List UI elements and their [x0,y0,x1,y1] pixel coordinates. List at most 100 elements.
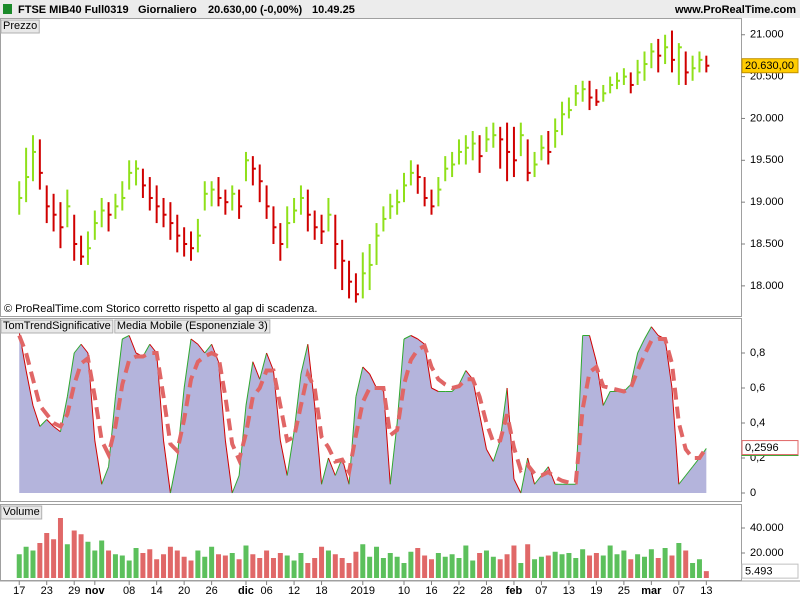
volume-bar [655,558,661,578]
indicator-edge [286,431,295,476]
volume-bar [648,549,654,578]
volume-bar [181,556,187,578]
indicator-edge [122,335,130,340]
x-tick-label: mar [641,585,662,597]
volume-bar [573,558,579,578]
volume-bar [470,560,476,578]
indicator-edge [266,352,274,371]
y-tick-label: 0,8 [750,347,765,359]
x-tick-label: 06 [260,585,272,597]
indicator-edge [321,457,329,485]
volume-bar [243,545,249,578]
indicator-edge [169,457,178,494]
volume-bar [64,544,70,578]
indicator-edge [492,440,501,462]
last-value-label: 5.493 [745,566,773,578]
indicator-edge [513,478,522,494]
y-tick-label: 19.500 [750,154,784,166]
volume-bar [92,550,98,578]
volume-bar [621,550,627,578]
volume-bar [456,558,462,578]
volume-bar [154,559,160,578]
volume-bar [312,558,318,578]
volume-bar [463,545,469,578]
indicator-edge [671,387,680,485]
volume-bar [270,558,276,578]
indicator-edge [128,335,137,354]
y-tick-label: 20.000 [750,112,784,124]
x-tick-label: 18 [315,585,327,597]
y-tick-label: 0,4 [750,417,765,429]
volume-bar [662,548,668,578]
x-tick-label: 13 [563,585,575,597]
volume-bar [57,518,63,578]
x-tick-label: 28 [480,585,492,597]
x-tick-label: 20 [178,585,190,597]
x-tick-label: 14 [151,585,163,597]
volume-bar [511,545,517,578]
volume-bar [566,553,572,578]
footnote: © ProRealTime.com Storico corretto rispe… [4,303,317,315]
volume-bar [442,556,448,578]
indicator-edge [197,343,206,354]
period: Giornaliero [138,4,197,16]
indicator-edge [362,366,371,375]
indicator-edge [46,419,54,427]
indicator-edge [39,419,48,427]
indicator-edge [259,352,268,380]
indicator-edge [245,361,254,406]
volume-bar [518,563,524,578]
volume-bar [676,543,682,578]
quote: 20.630,00 (-0,00%) [208,4,303,16]
volume-bar [23,546,29,578]
volume-bar [202,556,208,578]
volume-bar [683,550,689,578]
y-tick-label: 40.000 [750,522,784,534]
volume-bar [690,563,696,578]
indicator-edge [534,475,542,485]
volume-bar [483,550,489,578]
volume-bar [99,540,105,578]
volume-bar [545,555,551,578]
indicator-edge [32,405,41,427]
volume-bar [188,560,194,578]
volume-bar [408,551,414,578]
time: 10.49.25 [312,4,355,16]
x-tick-label: 17 [13,585,25,597]
volume-bar [696,559,702,578]
indicator-edge [87,352,96,441]
y-tick-label: 18.500 [750,238,784,250]
indicator-edge [156,352,165,441]
volume-bar [559,554,565,578]
x-tick-label: 19 [590,585,602,597]
volume-bar [428,559,434,578]
indicator-edge [114,338,123,397]
volume-bar [703,571,709,578]
indicator-edge [300,344,309,375]
volume-bar [532,559,538,578]
volume-bar [580,549,586,578]
header-bar [0,0,800,18]
volume-bar [319,546,325,578]
volume-bar [422,555,428,578]
indicator-edge [231,475,240,494]
legend-entry-box [114,319,271,334]
x-tick-label: 07 [673,585,685,597]
indicator-edge [183,338,192,389]
volume-bar [236,559,242,578]
volume-bar [284,555,290,578]
volume-bar [552,551,558,578]
volume-bar [85,541,91,578]
indicator-edge [279,440,288,476]
volume-bar [332,554,338,578]
x-tick-label: 29 [68,585,80,597]
indicator-edge [547,466,556,485]
indicator-edge [678,475,687,485]
indicator-edge [685,466,693,476]
volume-bar [126,560,132,578]
indicator-edge [650,326,659,336]
x-tick-label: nov [85,585,105,597]
indicator-edge [417,338,425,345]
volume-bar [525,544,531,578]
